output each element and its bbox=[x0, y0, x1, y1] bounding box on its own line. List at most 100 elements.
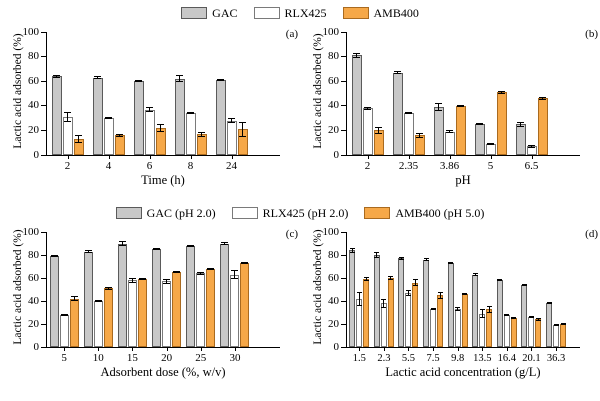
bar-amb400 bbox=[363, 279, 370, 347]
error-bar bbox=[153, 248, 161, 251]
error-bar bbox=[511, 317, 517, 320]
bar-gac bbox=[392, 72, 403, 155]
bar-rlx425 bbox=[444, 131, 455, 155]
bar-slot bbox=[412, 232, 419, 347]
error-bar bbox=[521, 283, 527, 287]
legend-swatch bbox=[253, 7, 280, 19]
x-tick bbox=[132, 347, 134, 351]
x-tick bbox=[149, 155, 151, 159]
y-tick bbox=[41, 346, 47, 348]
bar-slot bbox=[373, 232, 380, 347]
legend-swatch bbox=[115, 207, 142, 219]
bar-amb400 bbox=[455, 105, 466, 155]
plot-area-a: 0 20 40 60 80 100 2 4 6 8 24 bbox=[23, 26, 280, 172]
bar-slot bbox=[103, 32, 114, 155]
x-category-label: 16.4 bbox=[497, 353, 517, 364]
legend-middle: GAC (pH 2.0) RLX425 (pH 2.0) AMB400 (pH 5.… bbox=[0, 200, 600, 222]
bar-group bbox=[218, 232, 252, 347]
bar-slot bbox=[155, 32, 166, 155]
bar-amb400 bbox=[414, 135, 425, 155]
x-category-label: 36.3 bbox=[546, 353, 566, 364]
y-tick bbox=[41, 231, 47, 233]
bar-gac bbox=[49, 256, 59, 347]
bar-slot bbox=[444, 32, 455, 155]
bar-slot bbox=[398, 232, 405, 347]
bar-gac bbox=[174, 78, 185, 155]
y-tick-label: 40 bbox=[28, 294, 39, 307]
bar-rlx425 bbox=[93, 301, 103, 347]
bar-group bbox=[347, 32, 388, 155]
x-category-label: 5 bbox=[487, 160, 494, 172]
bar-slot bbox=[103, 232, 113, 347]
x-tick bbox=[408, 155, 410, 159]
error-bar bbox=[187, 244, 195, 247]
bar-slot bbox=[92, 32, 103, 155]
bar-amb400 bbox=[387, 278, 394, 347]
bar-slot bbox=[535, 232, 542, 347]
error-bar bbox=[435, 103, 443, 111]
plot-wrap-c: (c) 0 20 40 60 80 100 5 10 15 20 25 30 Adsorbent do… bbox=[23, 226, 299, 380]
bar-group bbox=[88, 32, 129, 155]
y-tick bbox=[341, 231, 347, 233]
bar-group bbox=[81, 232, 115, 347]
bar-amb400 bbox=[412, 282, 419, 347]
bar-slot bbox=[447, 232, 454, 347]
x-tick bbox=[556, 347, 558, 351]
bar-rlx425 bbox=[553, 325, 560, 347]
bar-slot bbox=[553, 232, 560, 347]
bar-slot bbox=[510, 232, 517, 347]
bar-group bbox=[421, 232, 446, 347]
y-tick bbox=[341, 80, 347, 82]
error-bar bbox=[455, 306, 461, 312]
error-bar bbox=[163, 279, 171, 284]
x-category-label: 24 bbox=[226, 160, 238, 172]
bar-slot bbox=[515, 32, 526, 155]
error-bar bbox=[546, 302, 552, 305]
x-category-label: 6.5 bbox=[524, 160, 539, 172]
y-tick bbox=[341, 323, 347, 325]
bar-rlx425 bbox=[127, 280, 137, 347]
bar-rlx425 bbox=[362, 108, 373, 155]
bar-slot bbox=[433, 32, 444, 155]
y-tick-label: 20 bbox=[28, 317, 39, 330]
bar-group bbox=[544, 232, 569, 347]
y-tick bbox=[41, 56, 47, 58]
error-bar bbox=[70, 296, 78, 301]
error-bar bbox=[128, 278, 136, 283]
x-category-label: 2.35 bbox=[398, 160, 419, 172]
x-category-label: 5 bbox=[61, 352, 67, 364]
bar-gac bbox=[349, 250, 356, 347]
plot-wrap-b: (b) 0 20 40 60 80 100 2 2.35 3.86 5 6.5 pH bbox=[323, 26, 599, 188]
bar-slot bbox=[186, 232, 196, 347]
panel-letter-c: (c) bbox=[285, 228, 298, 240]
error-bar bbox=[528, 145, 536, 148]
bar-slot bbox=[461, 232, 468, 347]
bar-slot bbox=[479, 232, 486, 347]
legend-label: RLX425 bbox=[284, 5, 327, 20]
bar-amb400 bbox=[373, 130, 384, 155]
bar-group bbox=[47, 232, 81, 347]
bar-slot bbox=[237, 32, 248, 155]
panel-c: Lactic acid adsorbed (%) (c) 0 20 40 60 80 10… bbox=[0, 222, 300, 394]
bar-slot bbox=[526, 32, 537, 155]
legend-swatch bbox=[342, 7, 369, 19]
error-bar bbox=[412, 279, 418, 287]
error-bar bbox=[504, 313, 510, 316]
y-tick-label: 60 bbox=[28, 271, 39, 284]
bar-rlx425 bbox=[196, 273, 206, 347]
bar-gac bbox=[215, 79, 226, 155]
bar-gac bbox=[447, 263, 454, 347]
bar-slot bbox=[69, 232, 79, 347]
y-axis-label-b: Lactic acid adsorbed (%) bbox=[312, 33, 324, 149]
bar-amb400 bbox=[114, 135, 125, 155]
error-bar bbox=[197, 272, 205, 275]
x-tick bbox=[64, 347, 66, 351]
bar-group bbox=[495, 232, 520, 347]
bar-amb400 bbox=[437, 295, 444, 347]
bar-slot bbox=[73, 32, 84, 155]
bar-rlx425 bbox=[185, 113, 196, 155]
error-bar bbox=[487, 142, 495, 146]
bar-group bbox=[445, 232, 470, 347]
x-axis-label-a: Time (h) bbox=[141, 173, 185, 187]
